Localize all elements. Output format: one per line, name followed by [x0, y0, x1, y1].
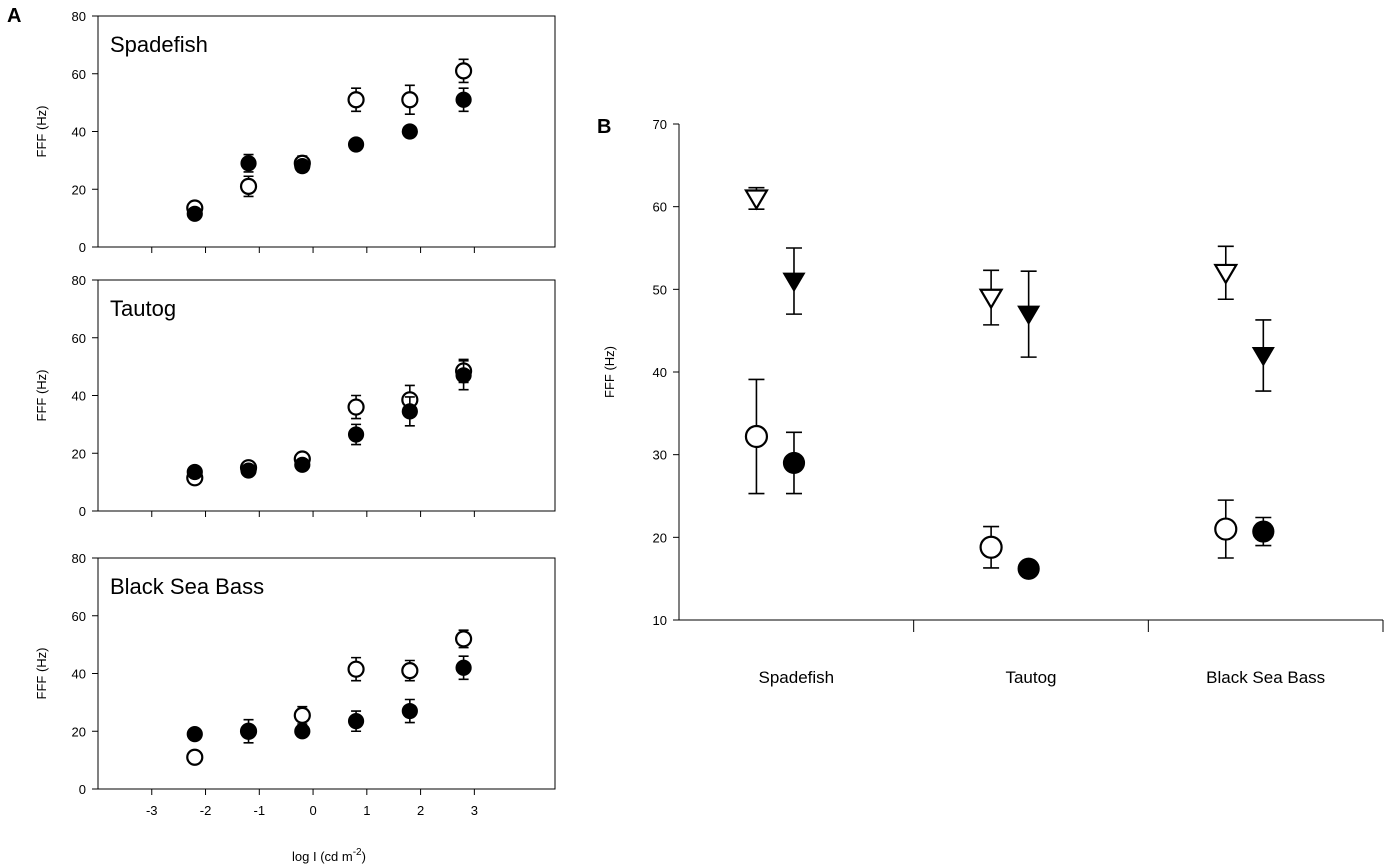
data-point [401, 403, 418, 420]
subplot-title: Tautog [110, 296, 176, 321]
data-point [239, 177, 258, 195]
data-point [1017, 305, 1041, 326]
x-tick-label: 3 [471, 803, 478, 818]
y-tick-label: 40 [72, 125, 86, 140]
data-point [294, 158, 311, 175]
y-tick-label: 20 [72, 182, 86, 197]
data-point [1252, 520, 1275, 543]
panel-a-letter: A [7, 5, 21, 27]
subplot-2: 0 20 40 60 80 FFF (Hz) Tautog [34, 273, 556, 519]
subplot-title: Black Sea Bass [110, 574, 264, 599]
y-tick-label: 80 [72, 9, 86, 24]
data-point [401, 702, 418, 720]
x-tick-label: -2 [200, 803, 212, 818]
data-point [293, 706, 311, 724]
data-point [455, 62, 473, 80]
y-tick-label: 60 [72, 331, 86, 346]
data-point [978, 288, 1004, 310]
data-point [294, 456, 311, 473]
data-point [186, 205, 203, 222]
y-tick-label: 50 [653, 282, 667, 297]
data-point [1213, 263, 1239, 285]
x-tick-label: 0 [309, 803, 316, 818]
data-point [401, 123, 418, 140]
data-point [455, 91, 472, 108]
data-point [1214, 517, 1238, 541]
data-point [744, 189, 769, 211]
category-label: Black Sea Bass [1206, 668, 1325, 687]
data-point [186, 748, 204, 766]
y-tick-label: 60 [653, 200, 667, 215]
y-tick-label: 20 [72, 724, 86, 739]
y-tick-label: 0 [79, 240, 86, 255]
x-tick-label: -1 [254, 803, 266, 818]
y-tick-label: 80 [72, 551, 86, 566]
data-point [401, 662, 419, 680]
panel-b-letter: B [597, 116, 611, 138]
data-point [744, 424, 769, 449]
data-point [347, 426, 365, 443]
panel-a-x-axis-label: log I (cd m-2) [292, 847, 366, 864]
y-axis-label: FFF (Hz) [34, 106, 49, 158]
data-point [347, 91, 365, 109]
data-point [455, 367, 472, 384]
x-tick-label: 2 [417, 803, 424, 818]
data-point [186, 726, 203, 743]
y-axis-label: FFF (Hz) [34, 370, 49, 422]
data-point [782, 451, 806, 475]
panel-b: 10 20 30 40 50 60 70 FFF (Hz) Spadefish Tautog Bla… [602, 117, 1384, 687]
data-point [347, 136, 365, 153]
data-point [455, 630, 473, 648]
data-point [347, 660, 365, 678]
y-axis-label: FFF (Hz) [34, 648, 49, 700]
y-tick-label: 30 [653, 448, 667, 463]
data-point [1251, 346, 1275, 367]
data-point [186, 463, 203, 481]
data-point [979, 535, 1003, 559]
data-point [294, 723, 311, 740]
data-point [1017, 557, 1040, 580]
data-point [240, 462, 257, 479]
data-point [347, 398, 365, 416]
data-point [455, 659, 472, 676]
data-point [240, 155, 257, 172]
y-tick-label: 70 [653, 117, 667, 132]
data-point [347, 713, 365, 730]
y-axis-label: FFF (Hz) [602, 346, 617, 398]
data-point [401, 91, 419, 109]
y-tick-label: 80 [72, 273, 86, 288]
y-tick-label: 60 [72, 609, 86, 624]
subplot-3: 0 20 40 60 80 -3 -2 -1 0 1 2 3 FFF (Hz) Black Sea Bas… [34, 551, 556, 818]
x-tick-label: 1 [363, 803, 370, 818]
y-tick-label: 20 [72, 446, 86, 461]
y-tick-label: 60 [72, 67, 86, 82]
y-tick-label: 0 [79, 782, 86, 797]
axes [678, 124, 1383, 621]
y-tick-label: 20 [653, 530, 667, 545]
category-label: Spadefish [759, 668, 835, 687]
data-point [782, 272, 806, 293]
subplot-title: Spadefish [110, 32, 208, 57]
y-tick-label: 40 [653, 365, 667, 380]
x-tick-label: -3 [146, 803, 158, 818]
y-tick-label: 10 [653, 613, 667, 628]
category-label: Tautog [1005, 668, 1056, 687]
y-tick-label: 0 [79, 504, 86, 519]
y-tick-label: 40 [72, 667, 86, 682]
y-tick-label: 40 [72, 389, 86, 404]
subplot-1: 0 20 40 60 80 FFF (Hz) Spadefish [34, 9, 556, 255]
data-point [240, 723, 257, 740]
